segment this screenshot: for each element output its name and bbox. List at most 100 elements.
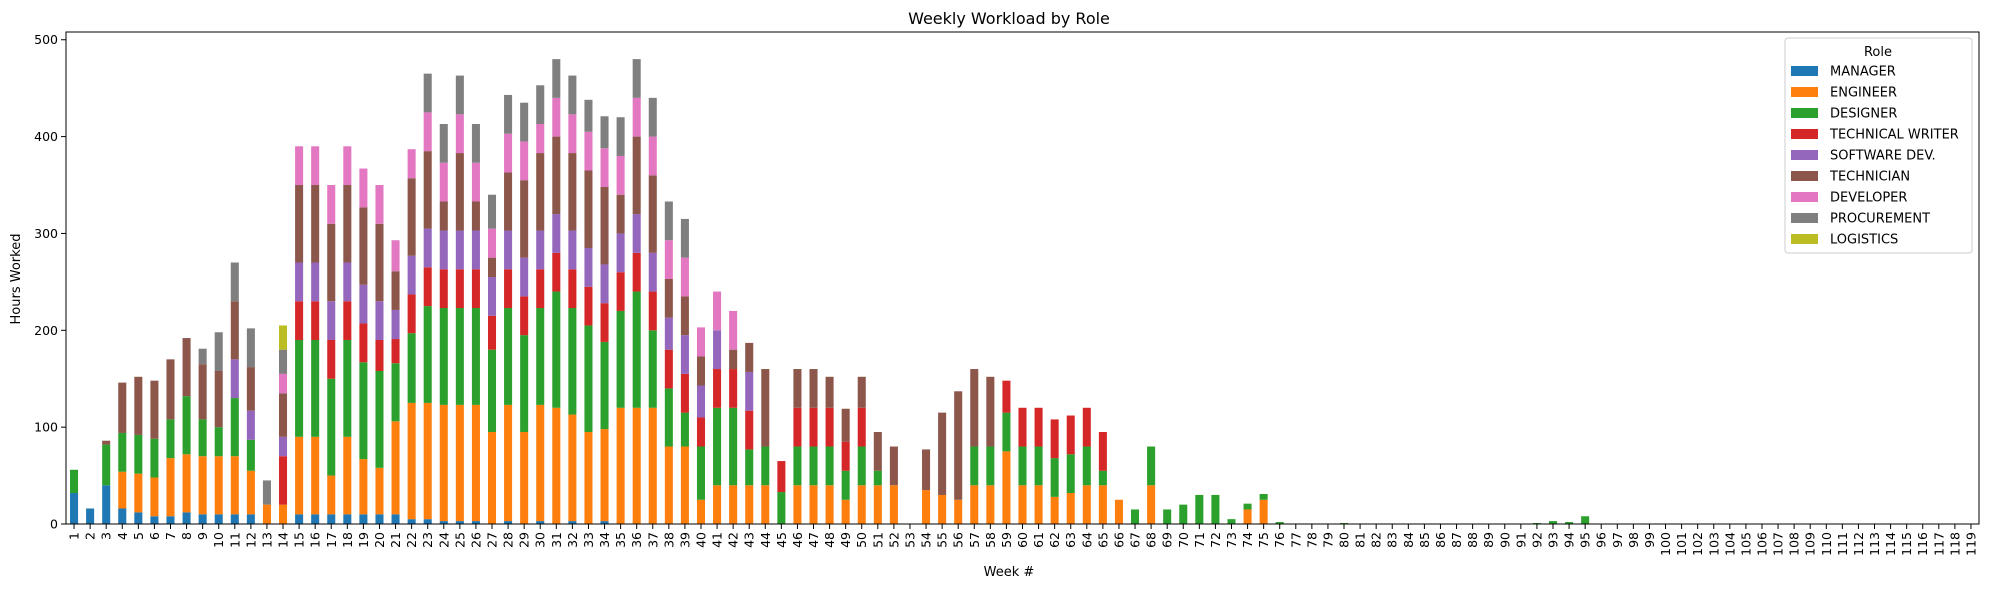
bar-segment-week-31-series-2 (552, 291, 561, 408)
bar-segment-week-21-series-4 (391, 309, 400, 340)
bar-segment-week-31-series-3 (552, 252, 561, 292)
x-tick-label: 20 (372, 532, 387, 548)
bar-segment-week-18-series-5 (343, 185, 352, 263)
bar-segment-week-62-series-1 (1050, 496, 1059, 524)
x-tick-label: 34 (597, 532, 612, 548)
bar-segment-week-37-series-2 (648, 330, 657, 408)
bar-segment-week-4-series-2 (118, 432, 127, 472)
bar-segment-week-11-series-0 (230, 514, 239, 524)
bar-segment-week-20-series-0 (375, 514, 384, 524)
bar-segment-week-29-series-6 (520, 141, 529, 181)
bar-segment-week-36-series-7 (632, 59, 641, 98)
bar-segment-week-17-series-2 (327, 378, 336, 476)
bar-segment-week-12-series-7 (246, 328, 255, 368)
bar-segment-week-6-series-5 (150, 380, 159, 439)
bar-segment-week-18-series-3 (343, 301, 352, 340)
legend-entry-label: DEVELOPER (1830, 191, 1907, 206)
x-tick-label: 108 (1787, 532, 1802, 556)
bar-segment-week-28-series-5 (504, 172, 513, 231)
bar-segment-week-27-series-6 (487, 228, 497, 258)
y-tick-label: 100 (34, 420, 58, 435)
plot-frame (65, 31, 1980, 525)
bar-segment-week-40-series-1 (696, 499, 706, 524)
plot-bars (70, 59, 1590, 524)
bar-segment-week-71-series-2 (1195, 494, 1204, 524)
x-tick-label: 14 (276, 532, 291, 548)
y-tick-label: 400 (34, 129, 58, 144)
bar-segment-week-3-series-0 (102, 485, 111, 524)
bar-segment-week-29-series-3 (520, 296, 529, 336)
bar-segment-week-28-series-6 (504, 133, 513, 173)
bar-segment-week-4-series-0 (118, 508, 127, 524)
x-tick-label: 2 (83, 532, 98, 540)
bar-segment-week-19-series-0 (359, 514, 368, 524)
x-tick-label: 68 (1144, 532, 1159, 548)
bar-segment-week-15-series-6 (295, 146, 304, 186)
x-tick-label: 57 (967, 532, 982, 548)
x-tick-label: 52 (886, 532, 901, 548)
bar-segment-week-10-series-2 (214, 427, 223, 457)
x-tick-label: 81 (1353, 532, 1368, 548)
x-tick-label: 8 (179, 532, 194, 540)
bar-segment-week-25-series-2 (455, 308, 464, 405)
bar-segment-week-18-series-1 (343, 436, 352, 515)
x-tick-label: 116 (1915, 532, 1930, 556)
bar-segment-week-40-series-6 (696, 327, 706, 357)
bar-segment-week-47-series-2 (809, 446, 818, 486)
bar-segment-week-26-series-6 (471, 162, 480, 202)
bar-segment-week-38-series-3 (664, 349, 673, 389)
bar-segment-week-16-series-5 (311, 185, 320, 263)
bar-segment-week-24-series-3 (439, 269, 448, 309)
bar-segment-week-42-series-1 (729, 485, 738, 524)
bar-segment-week-31-series-1 (552, 407, 561, 524)
x-tick-label: 23 (420, 532, 435, 548)
bar-segment-week-69-series-2 (1163, 509, 1172, 524)
legend-entry-label: ENGINEER (1830, 86, 1897, 101)
x-tick-label: 56 (951, 532, 966, 548)
bar-segment-week-26-series-5 (471, 201, 480, 231)
bar-segment-week-24-series-1 (439, 404, 448, 522)
x-tick-label: 105 (1738, 532, 1753, 556)
bar-segment-week-31-series-6 (552, 97, 561, 137)
bar-segment-week-60-series-2 (1018, 446, 1027, 486)
x-tick-label: 32 (565, 532, 580, 548)
bar-segment-week-19-series-4 (359, 284, 368, 324)
bar-segment-week-10-series-5 (214, 370, 223, 428)
legend-entry-label: PROCUREMENT (1830, 212, 1930, 227)
bar-segment-week-28-series-3 (504, 269, 513, 309)
x-tick-label: 45 (774, 532, 789, 548)
bar-segment-week-34-series-1 (600, 429, 609, 522)
x-tick-label: 10 (211, 532, 226, 548)
x-tick-label: 37 (645, 532, 660, 548)
x-tick-label: 19 (356, 532, 371, 548)
bar-segment-week-14-series-1 (279, 504, 288, 524)
x-tick-label: 89 (1481, 532, 1496, 548)
bar-segment-week-40-series-5 (696, 356, 706, 386)
bar-segment-week-12-series-0 (246, 514, 255, 524)
legend-entry-label: MANAGER (1830, 65, 1896, 80)
bar-segment-week-30-series-7 (536, 85, 545, 125)
x-tick-label: 18 (340, 532, 355, 548)
x-tick-label: 61 (1031, 532, 1046, 548)
bar-segment-week-13-series-7 (262, 480, 271, 505)
x-tick-label: 83 (1385, 532, 1400, 548)
bar-segment-week-47-series-1 (809, 485, 818, 524)
x-tick-label: 9 (195, 532, 210, 540)
bar-segment-week-38-series-1 (664, 446, 673, 524)
bar-segment-week-24-series-0 (439, 521, 448, 524)
bar-segment-week-58-series-2 (986, 446, 995, 486)
bar-segment-week-14-series-3 (279, 456, 288, 505)
bar-segment-week-20-series-1 (375, 467, 384, 515)
bar-segment-week-12-series-5 (246, 367, 255, 411)
x-tick-label: 72 (1208, 532, 1223, 548)
legend-box (1784, 37, 1973, 254)
bar-segment-week-25-series-5 (455, 153, 464, 231)
x-tick-label: 106 (1754, 532, 1769, 556)
x-tick-label: 63 (1063, 532, 1078, 548)
x-tick-label: 21 (388, 532, 403, 548)
legend-entry-label: TECHNICIAN (1829, 170, 1910, 185)
bar-segment-week-14-series-7 (279, 349, 288, 374)
x-tick-label: 92 (1529, 532, 1544, 548)
bar-segment-week-57-series-5 (970, 369, 979, 447)
bar-segment-week-39-series-7 (680, 218, 689, 258)
